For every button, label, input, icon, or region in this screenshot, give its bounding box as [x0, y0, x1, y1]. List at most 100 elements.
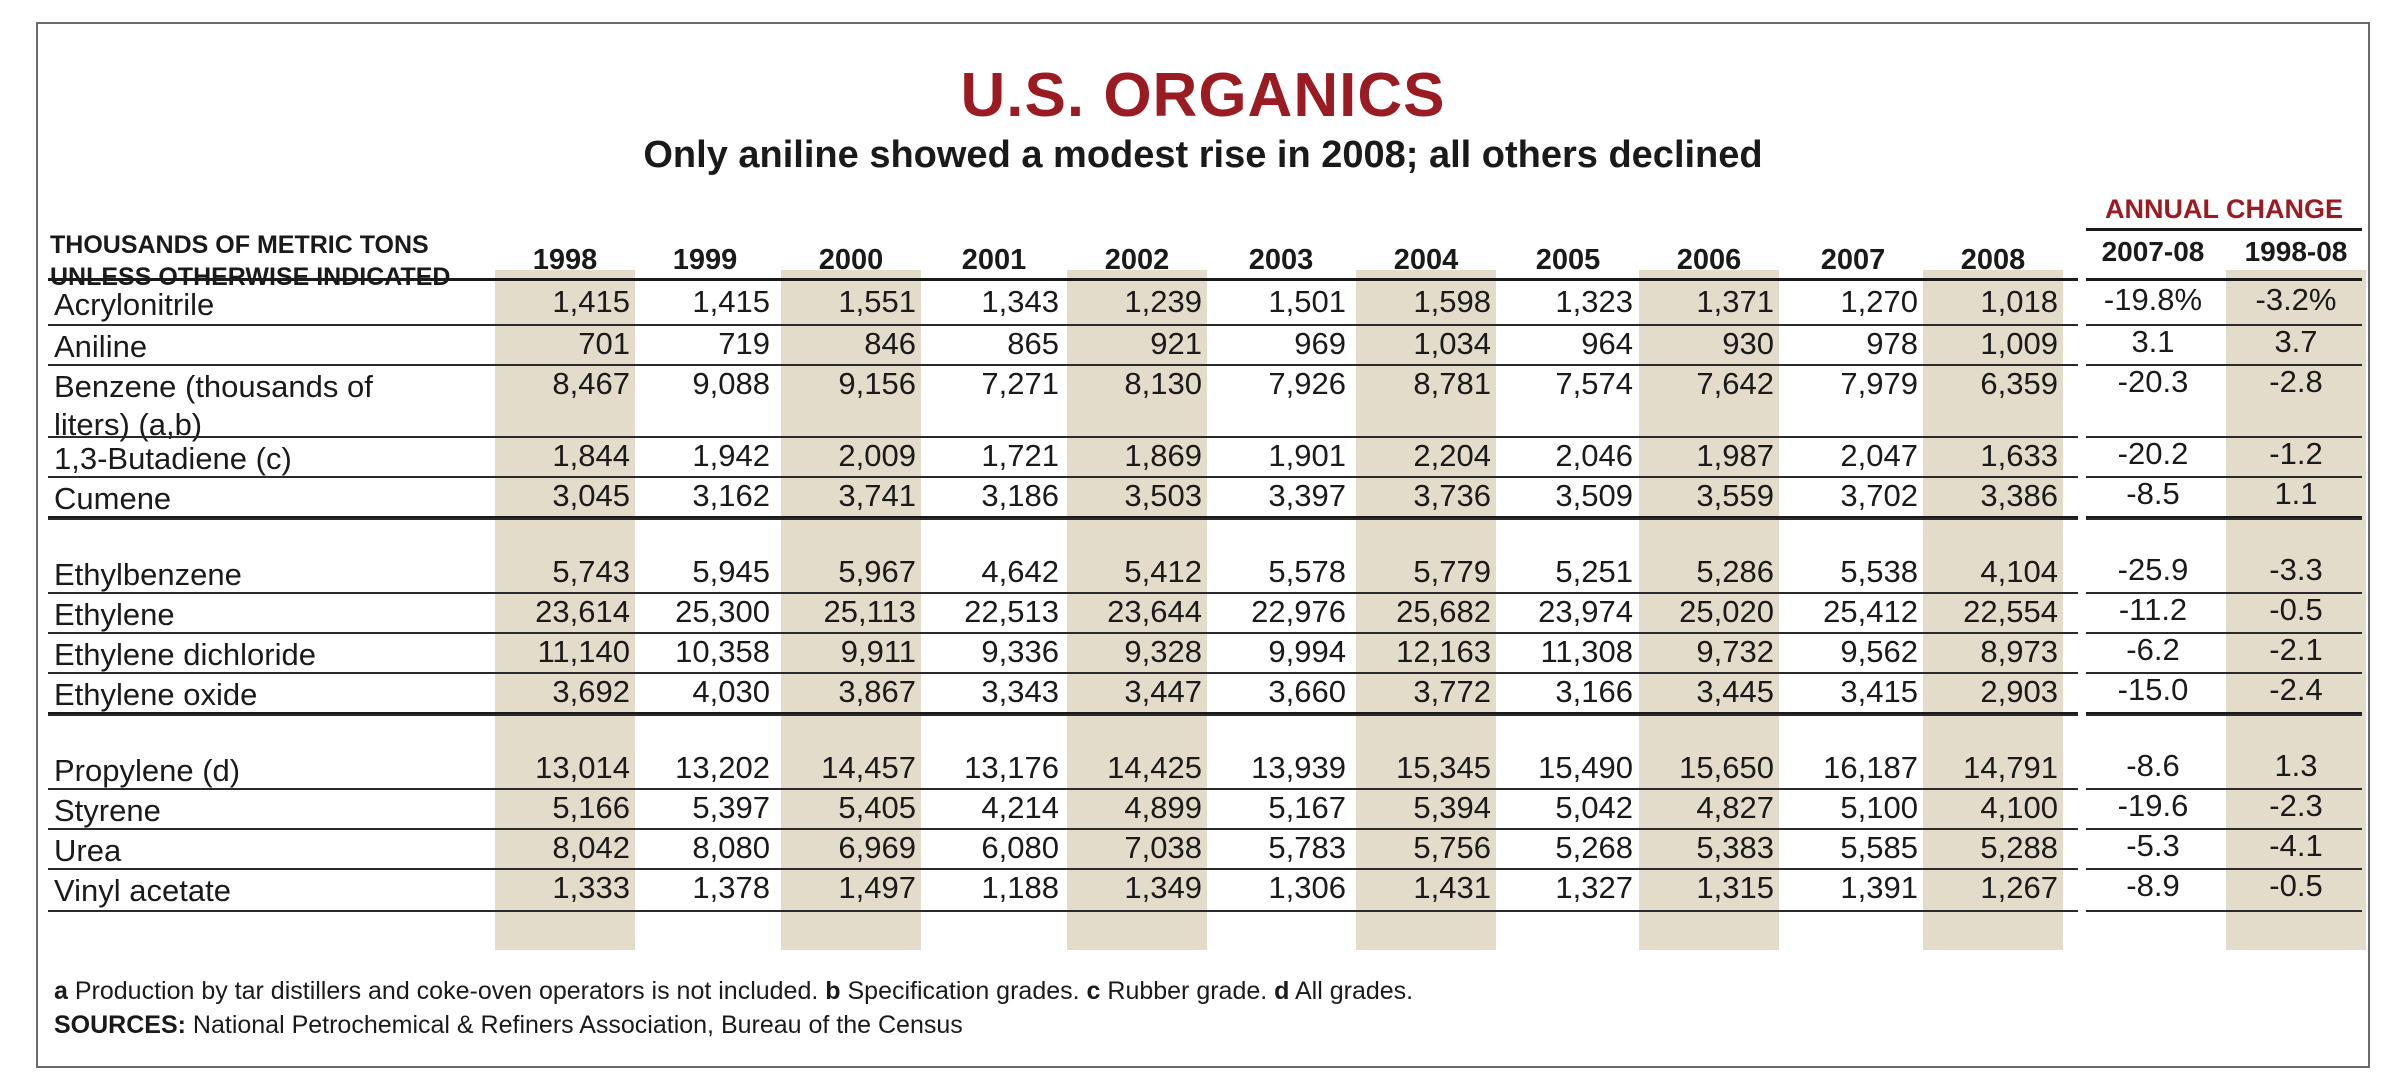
row-rule-change	[2086, 828, 2362, 830]
cell-2003: 22,976	[1251, 594, 1346, 629]
cell-2004: 1,034	[1413, 326, 1491, 361]
cell-2002: 4,899	[1124, 790, 1202, 825]
units-label-line2: UNLESS OTHERWISE INDICATED	[50, 263, 451, 291]
cell-2003: 1,306	[1268, 870, 1346, 905]
cell-2005: 3,509	[1555, 478, 1633, 513]
cell-2007: 5,585	[1840, 830, 1918, 865]
year-header-2006: 2006	[1676, 244, 1742, 276]
row-rule	[48, 672, 2078, 674]
cell-change-2007-08: -25.9	[2117, 552, 2189, 587]
footnote-b-text: Specification grades.	[840, 977, 1087, 1005]
cell-2003: 5,783	[1268, 830, 1346, 865]
cell-2007: 3,415	[1840, 674, 1918, 709]
cell-2001: 13,176	[964, 750, 1059, 785]
cell-2001: 6,080	[981, 830, 1059, 865]
year-header-1999: 1999	[672, 244, 738, 276]
cell-1999: 1,378	[692, 870, 770, 905]
row-rule-change	[2086, 910, 2362, 912]
cell-2008: 2,903	[1980, 674, 2058, 709]
footnote-c-key: c	[1086, 977, 1101, 1005]
cell-2008: 5,288	[1980, 830, 2058, 865]
cell-2005: 964	[1581, 326, 1633, 361]
cell-1998: 13,014	[535, 750, 630, 785]
cell-2002: 1,239	[1124, 284, 1202, 319]
cell-2008: 4,100	[1980, 790, 2058, 825]
cell-change-2007-08: -15.0	[2117, 672, 2189, 707]
cell-change-1998-08: -3.2%	[2255, 282, 2337, 317]
row-label: Ethylene	[54, 597, 175, 632]
cell-change-1998-08: -0.5	[2269, 868, 2323, 903]
cell-change-1998-08: -2.3	[2269, 788, 2323, 823]
annual-change-label: ANNUAL CHANGE	[2104, 194, 2343, 224]
cell-2007: 5,538	[1840, 554, 1918, 589]
cell-1999: 25,300	[675, 594, 770, 629]
cell-1999: 5,945	[692, 554, 770, 589]
cell-2006: 1,987	[1696, 438, 1774, 473]
table-row: Ethylene dichloride 11,140 10,358 9,911 9,33…	[38, 632, 2372, 674]
cell-2003: 13,939	[1251, 750, 1346, 785]
cell-1999: 1,942	[692, 438, 770, 473]
column-shade-1998	[495, 270, 635, 950]
header-rule-change	[2086, 278, 2362, 281]
cell-2006: 1,315	[1696, 870, 1774, 905]
year-header-2005: 2005	[1535, 244, 1601, 276]
cell-2008: 3,386	[1980, 478, 2058, 513]
row-rule	[48, 364, 2078, 366]
cell-2006: 9,732	[1696, 634, 1774, 669]
cell-2001: 9,336	[981, 634, 1059, 669]
cell-2003: 1,501	[1268, 284, 1346, 319]
row-label: Acrylonitrile	[54, 287, 215, 322]
cell-2001: 1,721	[981, 438, 1059, 473]
cell-2001: 7,271	[981, 366, 1059, 401]
cell-2005: 1,327	[1555, 870, 1633, 905]
cell-2001: 22,513	[964, 594, 1059, 629]
cell-2003: 7,926	[1268, 366, 1346, 401]
cell-2003: 3,660	[1268, 674, 1346, 709]
cell-2006: 5,286	[1696, 554, 1774, 589]
cell-1998: 23,614	[535, 594, 630, 629]
group-rule	[48, 712, 2078, 714]
cell-change-1998-08: -2.1	[2269, 632, 2323, 667]
footnote-b-key: b	[825, 977, 841, 1005]
row-label: Vinyl acetate	[54, 873, 231, 908]
cell-1999: 8,080	[692, 830, 770, 865]
cell-change-1998-08: 1.3	[2274, 748, 2318, 783]
cell-change-2007-08: -8.6	[2126, 748, 2180, 783]
cell-2005: 5,042	[1555, 790, 1633, 825]
cell-2003: 5,167	[1268, 790, 1346, 825]
cell-change-2007-08: -8.9	[2126, 868, 2180, 903]
cell-2005: 2,046	[1555, 438, 1633, 473]
cell-change-1998-08: -3.3	[2269, 552, 2323, 587]
cell-change-2007-08: 3.1	[2131, 324, 2175, 359]
row-rule	[48, 632, 2078, 634]
cell-2002: 921	[1150, 326, 1202, 361]
cell-2003: 9,994	[1268, 634, 1346, 669]
table-row: Ethylbenzene 5,743 5,945 5,967 4,642 5,412 5,5…	[38, 552, 2372, 594]
year-header-2007: 2007	[1820, 244, 1886, 276]
change-header-1998-08: 1998-08	[2244, 236, 2348, 267]
cell-2006: 1,371	[1696, 284, 1774, 319]
row-rule	[48, 868, 2078, 870]
row-rule	[48, 828, 2078, 830]
cell-2008: 1,267	[1980, 870, 2058, 905]
table-row: Cumene 3,045 3,162 3,741 3,186 3,503 3,397 3,73…	[38, 476, 2372, 520]
cell-2001: 865	[1007, 326, 1059, 361]
row-rule-change	[2086, 518, 2362, 520]
row-label: Ethylene dichloride	[54, 637, 316, 672]
row-rule-change	[2086, 788, 2362, 790]
cell-2004: 2,204	[1413, 438, 1491, 473]
cell-2007: 9,562	[1840, 634, 1918, 669]
cell-2000: 5,405	[838, 790, 916, 825]
row-label-line1: Benzene (thousands of	[54, 369, 373, 404]
table-row: Ethylene 23,614 25,300 25,113 22,513 23,644 22…	[38, 592, 2372, 634]
footnote-a-text: Production by tar distillers and coke-ov…	[67, 977, 826, 1005]
row-rule-change	[2086, 476, 2362, 478]
row-rule	[48, 476, 2078, 478]
cell-2002: 1,349	[1124, 870, 1202, 905]
cell-1999: 5,397	[692, 790, 770, 825]
table-row: Aniline 701 719 846 865 921 969 1,034 964 930 978 1…	[38, 324, 2372, 366]
cell-2000: 25,113	[823, 594, 916, 629]
cell-2006: 25,020	[1679, 594, 1774, 629]
cell-change-1998-08: 1.1	[2274, 476, 2318, 511]
year-header-1998: 1998	[532, 244, 598, 276]
